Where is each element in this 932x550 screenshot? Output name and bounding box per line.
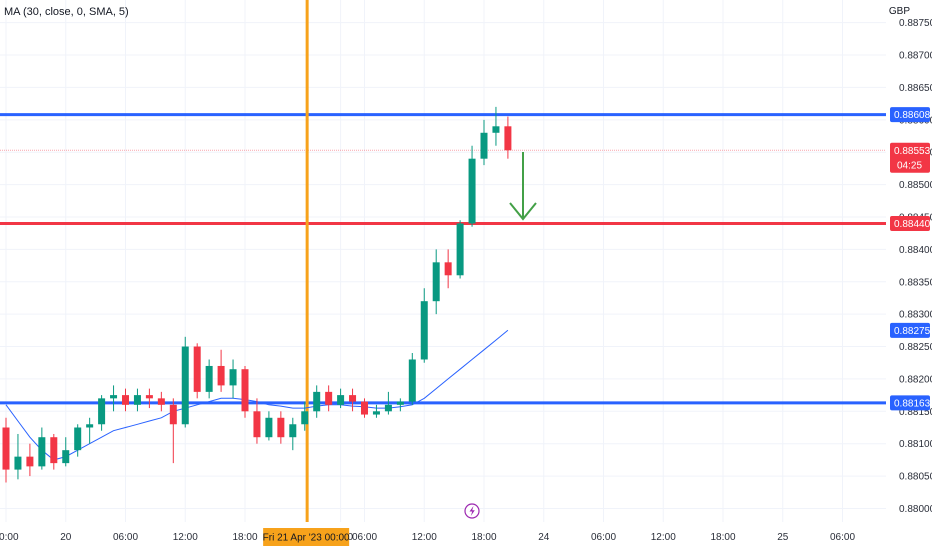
candle-body [301, 411, 309, 425]
price-tag-label: 0.88608 [894, 110, 931, 121]
time-axis[interactable]: 00:002006:0012:0018:0000:0006:0012:0018:… [0, 528, 855, 546]
candle-body [62, 450, 70, 464]
candle-body [14, 456, 22, 470]
time-tick-label: 12:00 [173, 532, 198, 543]
crosshair-time-tag [263, 528, 350, 546]
time-tick-label: 12:00 [412, 532, 437, 543]
price-tag [890, 322, 930, 338]
lightning-event-icon[interactable] [464, 503, 480, 519]
candle-body [157, 398, 165, 405]
candle-body [444, 262, 452, 276]
candle-body [313, 391, 321, 412]
time-tick-label: 20 [60, 532, 72, 543]
price-tag [890, 107, 930, 123]
candle-body [361, 401, 368, 415]
price-tag-label: 0.88440 [894, 219, 931, 230]
price-tick-label: 0.88000 [899, 504, 932, 515]
price-tag [890, 215, 930, 231]
candle-body [277, 417, 285, 438]
candle-body [86, 424, 94, 428]
candle-body [408, 359, 416, 402]
indicator-label[interactable]: MA (30, close, 0, SMA, 5) [4, 6, 129, 18]
price-tag [890, 142, 930, 173]
candle-body [122, 395, 129, 405]
candle-body [456, 223, 464, 276]
time-tick-label: 06:00 [113, 532, 138, 543]
price-tag-label: 0.88553 [894, 146, 931, 157]
price-tick-label: 0.88250 [899, 342, 932, 353]
candle-body [98, 398, 106, 425]
candle-body [372, 411, 380, 415]
candle-body [289, 424, 297, 438]
candle-body [50, 437, 58, 464]
price-tag-label: 0.88275 [894, 326, 931, 337]
price-tick-label: 0.88650 [899, 83, 932, 94]
candle-body [253, 411, 261, 438]
price-tags: 0.88608 0.88440 0.88163 0.88275 0.88553 04:25 [890, 107, 931, 411]
candle-body [181, 346, 189, 425]
candle-body [133, 395, 141, 405]
candle-body [217, 365, 225, 386]
time-tick-label: 25 [777, 532, 789, 543]
grid-lines [0, 0, 886, 522]
time-tick-label: 00:00 [0, 532, 19, 543]
candle-body [74, 427, 82, 451]
candle-body [229, 369, 237, 386]
time-tick-label: 06:00 [830, 532, 855, 543]
time-tick-label: 18:00 [471, 532, 496, 543]
candle-body [396, 401, 404, 405]
candle-body [169, 404, 177, 425]
candle-body [110, 395, 118, 399]
candle-body [432, 262, 440, 302]
crosshair-time-label: Fri 21 Apr '23 00:00 [263, 533, 350, 544]
time-tick-label: 06:00 [591, 532, 616, 543]
candle-body [2, 427, 10, 470]
time-tick-label: 18:00 [710, 532, 735, 543]
candle-body [384, 404, 392, 412]
price-tick-label: 0.88500 [899, 180, 932, 191]
price-tick-label: 0.88400 [899, 245, 932, 256]
time-tick-label: 18:00 [232, 532, 257, 543]
price-tick-label: 0.88100 [899, 439, 932, 450]
candle-body [38, 437, 46, 467]
candle-body [241, 369, 249, 412]
candle-body [504, 126, 512, 151]
candle-body [337, 395, 345, 405]
candle-body [420, 301, 428, 360]
price-tick-label: 0.88150 [899, 407, 932, 418]
horizontal-lines [0, 113, 886, 405]
candle-body [325, 391, 333, 405]
candle-body [265, 417, 273, 438]
candle-body [349, 395, 357, 402]
candles [2, 106, 512, 483]
down-arrow-icon[interactable] [509, 202, 537, 221]
countdown-label: 04:25 [897, 160, 922, 171]
time-tick-label: 06:00 [352, 532, 377, 543]
price-tag [890, 395, 930, 411]
currency-label: GBP [888, 6, 910, 17]
price-tick-label: 0.88300 [899, 310, 932, 321]
price-tick-label: 0.88750 [899, 18, 932, 29]
price-tick-label: 0.88350 [899, 277, 932, 288]
time-tick-label: 12:00 [651, 532, 676, 543]
price-tick-label: 0.88050 [899, 472, 932, 483]
candle-body [205, 365, 213, 392]
candle-body [492, 126, 500, 133]
candle-body [468, 158, 476, 224]
candle-body [193, 346, 201, 392]
annotations [464, 152, 537, 519]
candle-body [145, 395, 153, 399]
candle-body [26, 456, 34, 467]
candle-body [480, 132, 488, 159]
time-tick-label: 24 [538, 532, 550, 543]
price-tick-label: 0.88200 [899, 374, 932, 385]
price-tick-label: 0.88700 [899, 51, 932, 62]
price-tag-label: 0.88163 [894, 398, 931, 409]
